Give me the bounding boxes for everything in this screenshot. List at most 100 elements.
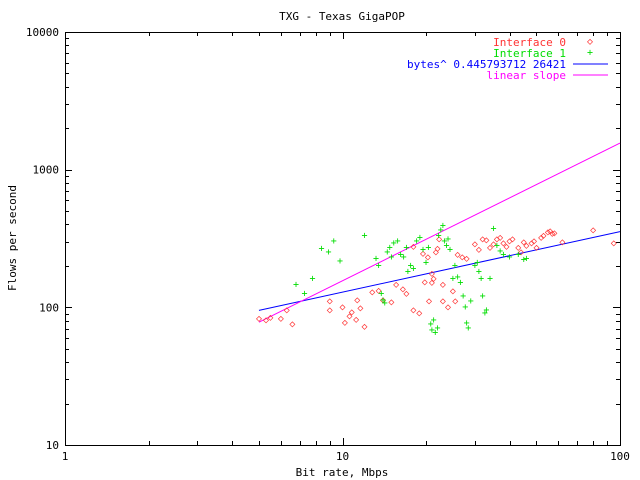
data-point: + bbox=[403, 242, 409, 253]
data-point: + bbox=[378, 288, 384, 299]
data-point: ◇ bbox=[487, 242, 493, 253]
x-tick-label: 10 bbox=[336, 450, 349, 463]
data-point: ◇ bbox=[472, 239, 478, 250]
data-point: ◇ bbox=[400, 284, 406, 295]
data-point: ◇ bbox=[490, 239, 496, 250]
data-point: + bbox=[405, 267, 411, 278]
data-point: + bbox=[443, 240, 449, 251]
data-point: ◇ bbox=[590, 225, 596, 236]
data-point: + bbox=[465, 323, 471, 334]
data-point: + bbox=[478, 274, 484, 285]
x-tick-label: 1 bbox=[62, 450, 69, 463]
data-point: + bbox=[468, 296, 474, 307]
data-point: + bbox=[521, 255, 527, 266]
data-point: + bbox=[507, 252, 513, 263]
data-point: + bbox=[474, 257, 480, 268]
y-tick-label: 100 bbox=[39, 301, 59, 314]
data-point: ◇ bbox=[611, 238, 617, 249]
data-point: ◇ bbox=[476, 245, 482, 256]
data-point: ◇ bbox=[521, 237, 527, 248]
data-point: ◇ bbox=[393, 280, 399, 291]
y-axis-label: Flows per second bbox=[6, 185, 19, 291]
legend-label: bytes^ 0.445793712 26421 bbox=[407, 58, 566, 71]
data-point: + bbox=[472, 260, 478, 271]
data-point: ◇ bbox=[327, 296, 333, 307]
data-point: ◇ bbox=[347, 311, 353, 322]
y-tick-label: 10000 bbox=[26, 26, 59, 39]
data-point: ◇ bbox=[361, 321, 367, 332]
data-point: ◇ bbox=[445, 302, 451, 313]
data-point: ◇ bbox=[420, 248, 426, 259]
data-point: + bbox=[515, 249, 521, 260]
data-point: ◇ bbox=[369, 287, 375, 298]
data-point: ◇ bbox=[425, 252, 431, 263]
data-point: ◇ bbox=[380, 295, 386, 306]
data-point: + bbox=[420, 245, 426, 256]
data-point: + bbox=[500, 249, 506, 260]
data-point: + bbox=[387, 242, 393, 253]
data-point: ◇ bbox=[388, 297, 394, 308]
data-point: + bbox=[523, 253, 529, 264]
data-point: ◇ bbox=[518, 247, 524, 258]
data-point: ◇ bbox=[403, 288, 409, 299]
data-point: ◇ bbox=[376, 286, 382, 297]
data-point: + bbox=[318, 244, 324, 255]
data-point: ◇ bbox=[497, 232, 503, 243]
y-tick-label: 1000 bbox=[33, 164, 60, 177]
data-point: ◇ bbox=[327, 305, 333, 316]
data-point: + bbox=[414, 236, 420, 247]
data-point: + bbox=[428, 319, 434, 330]
data-point: + bbox=[423, 257, 429, 268]
data-point: ◇ bbox=[278, 314, 284, 325]
data-point: ◇ bbox=[504, 241, 510, 252]
data-point: + bbox=[435, 323, 441, 334]
legend: Interface 0 ◇ Interface 1 + bytes^ 0.4457937… bbox=[407, 36, 608, 82]
data-point: ◇ bbox=[494, 234, 500, 245]
data-point: ◇ bbox=[422, 277, 428, 288]
data-point: + bbox=[325, 247, 331, 258]
data-point: + bbox=[438, 225, 444, 236]
data-point: + bbox=[388, 252, 394, 263]
data-point: ◇ bbox=[507, 236, 513, 247]
data-point: ◇ bbox=[523, 240, 529, 251]
legend-marker: + bbox=[587, 48, 593, 59]
data-point: + bbox=[452, 260, 458, 271]
data-point: ◇ bbox=[353, 314, 359, 325]
data-point: ◇ bbox=[464, 253, 470, 264]
x-tick-label: 100 bbox=[610, 450, 630, 463]
data-point: ◇ bbox=[267, 312, 273, 323]
data-point: + bbox=[384, 247, 390, 258]
data-point: ◇ bbox=[529, 238, 535, 249]
data-point: + bbox=[373, 253, 379, 264]
data-point: ◇ bbox=[531, 236, 537, 247]
data-point: ◇ bbox=[533, 242, 539, 253]
data-point: + bbox=[376, 260, 382, 271]
data-point: ◇ bbox=[500, 238, 506, 249]
data-point: + bbox=[429, 325, 435, 336]
data-point: ◇ bbox=[357, 303, 363, 314]
data-point: ◇ bbox=[429, 278, 435, 289]
x-axis-label: Bit rate, Mbps bbox=[296, 466, 389, 479]
data-point: ◇ bbox=[431, 274, 437, 285]
data-point: ◇ bbox=[515, 242, 521, 253]
data-point: + bbox=[445, 234, 451, 245]
data-point: ◇ bbox=[284, 305, 290, 316]
data-point: + bbox=[410, 263, 416, 274]
data-point: + bbox=[462, 302, 468, 313]
data-point: + bbox=[425, 242, 431, 253]
data-point: + bbox=[450, 274, 456, 285]
fit-line bbox=[258, 231, 621, 311]
data-point: ◇ bbox=[433, 247, 439, 258]
data-point: ◇ bbox=[559, 237, 565, 248]
data-point: + bbox=[482, 308, 488, 319]
data-point: + bbox=[447, 245, 453, 256]
data-point: + bbox=[494, 240, 500, 251]
data-point: ◇ bbox=[342, 317, 348, 328]
data-point: ◇ bbox=[549, 229, 555, 240]
data-point: + bbox=[490, 224, 496, 235]
data-point: + bbox=[380, 295, 386, 306]
data-point: + bbox=[476, 267, 482, 278]
data-point: + bbox=[382, 298, 388, 309]
data-point: + bbox=[487, 274, 493, 285]
data-point: ◇ bbox=[263, 315, 269, 326]
